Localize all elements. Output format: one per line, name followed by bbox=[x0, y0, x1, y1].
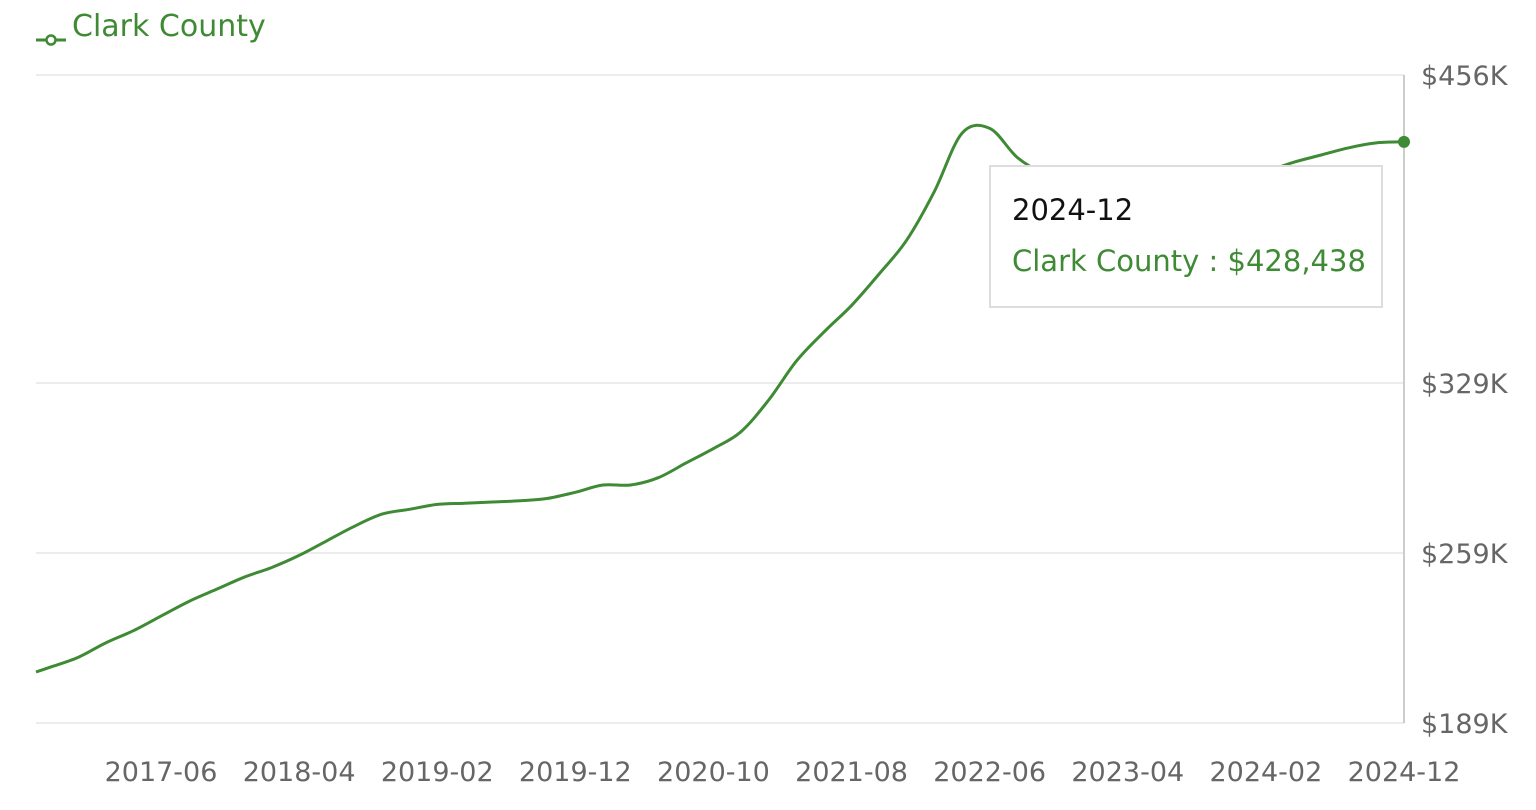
y-tick-label: $189K bbox=[1421, 709, 1509, 740]
legend-item-clark-county[interactable]: Clark County bbox=[36, 8, 266, 46]
x-tick-label: 2018-04 bbox=[243, 757, 356, 788]
y-tick-label: $329K bbox=[1421, 369, 1509, 400]
x-tick-label: 2020-10 bbox=[657, 757, 770, 788]
tooltip-series-row: Clark County : $428,438 bbox=[1012, 242, 1366, 280]
hover-point-marker[interactable] bbox=[1398, 135, 1410, 148]
grid-lines bbox=[36, 74, 1404, 724]
tooltip-separator: : bbox=[1199, 244, 1228, 278]
x-tick-label: 2024-02 bbox=[1209, 757, 1322, 788]
y-tick-label: $456K bbox=[1421, 61, 1509, 92]
x-tick-label: 2024-12 bbox=[1348, 757, 1461, 788]
tooltip-series-name: Clark County bbox=[1012, 244, 1200, 278]
x-tick-label: 2022-06 bbox=[933, 757, 1046, 788]
x-tick-label: 2017-06 bbox=[105, 757, 218, 788]
x-tick-label: 2021-08 bbox=[795, 757, 908, 788]
x-tick-label: 2019-12 bbox=[519, 757, 632, 788]
line-circle-marker-icon bbox=[36, 20, 66, 46]
tooltip-value: $428,438 bbox=[1227, 244, 1366, 278]
chart-tooltip: 2024-12 Clark County : $428,438 bbox=[989, 165, 1383, 308]
y-tick-label: $259K bbox=[1421, 539, 1509, 570]
legend-label: Clark County bbox=[72, 9, 266, 44]
x-tick-label: 2023-04 bbox=[1071, 757, 1184, 788]
y-axis-ticks: $189K $259K $329K $456K bbox=[1421, 61, 1509, 740]
x-axis-ticks: 2017-06 2018-04 2019-02 2019-12 2020-10 2021-… bbox=[105, 757, 1461, 788]
tooltip-date: 2024-12 bbox=[1012, 193, 1134, 227]
x-tick-label: 2019-02 bbox=[381, 757, 494, 788]
